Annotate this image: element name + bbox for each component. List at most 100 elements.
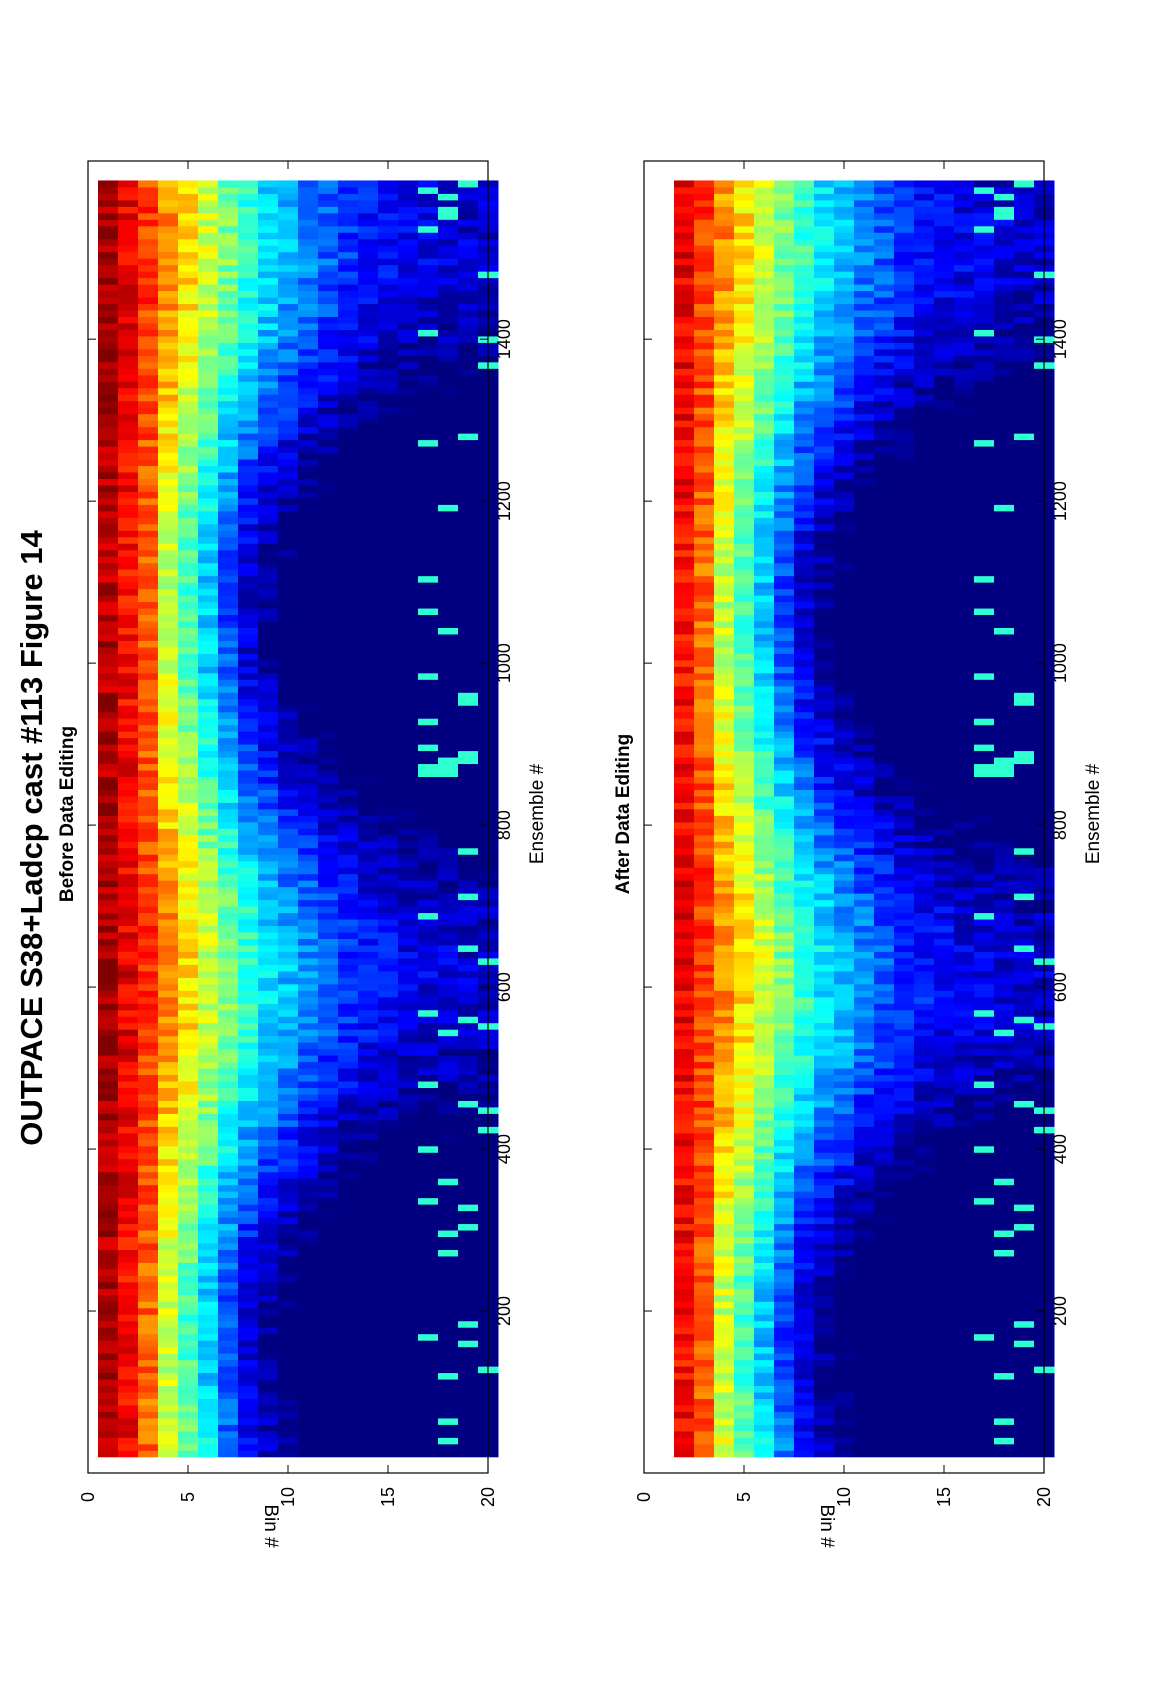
heatmap-cell — [98, 906, 119, 913]
heatmap-cell — [954, 1405, 975, 1412]
heatmap-cell — [694, 1165, 715, 1172]
heatmap-cell — [398, 1075, 419, 1082]
heatmap-cell — [298, 1360, 319, 1367]
heatmap-cell — [258, 388, 279, 395]
heatmap-cell — [358, 530, 379, 537]
heatmap-cell — [358, 1016, 379, 1023]
heatmap-cell — [138, 958, 159, 965]
heatmap-cell — [458, 271, 479, 278]
heatmap-cell — [418, 1139, 439, 1146]
heatmap-cell — [774, 1405, 795, 1412]
heatmap-cell — [378, 401, 399, 408]
heatmap-cell — [338, 485, 359, 492]
heatmap-cell — [158, 1152, 179, 1159]
heatmap-cell — [338, 1120, 359, 1127]
heatmap-cell — [278, 900, 299, 907]
heatmap-cell — [258, 634, 279, 641]
heatmap-cell — [794, 1405, 815, 1412]
heatmap-cell — [458, 1249, 479, 1256]
heatmap-cell — [338, 401, 359, 408]
heatmap-cell — [178, 887, 199, 894]
heatmap-cell — [278, 394, 299, 401]
heatmap-cell — [298, 1411, 319, 1418]
heatmap-cell — [318, 271, 339, 278]
heatmap-cell — [298, 777, 319, 784]
heatmap-cell — [418, 491, 439, 498]
heatmap-cell — [198, 1211, 219, 1218]
heatmap-cell — [258, 1437, 279, 1444]
heatmap-cell — [98, 770, 119, 777]
heatmap-cell — [834, 1139, 855, 1146]
heatmap-cell — [398, 550, 419, 557]
heatmap-cell — [714, 1360, 735, 1367]
heatmap-cell — [118, 712, 139, 719]
heatmap-cell — [98, 1334, 119, 1341]
heatmap-cell — [714, 1139, 735, 1146]
heatmap-cell — [178, 984, 199, 991]
heatmap-cell — [794, 1418, 815, 1425]
heatmap-cell — [754, 1398, 775, 1405]
heatmap-cell — [378, 304, 399, 311]
heatmap-cell — [158, 608, 179, 615]
heatmap-cell — [258, 336, 279, 343]
heatmap-cell — [874, 1204, 895, 1211]
heatmap-cell — [218, 187, 239, 194]
heatmap-cell — [398, 291, 419, 298]
heatmap-cell — [894, 1256, 915, 1263]
heatmap-cell — [178, 926, 199, 933]
heatmap-cell — [894, 1282, 915, 1289]
heatmap-cell — [834, 1217, 855, 1224]
heatmap-cell — [438, 621, 459, 628]
heatmap-cell — [298, 945, 319, 952]
heatmap-cell — [358, 731, 379, 738]
heatmap-cell — [218, 867, 239, 874]
heatmap-cell — [238, 407, 259, 414]
heatmap-cell — [318, 504, 339, 511]
heatmap-cell — [138, 193, 159, 200]
heatmap-cell — [358, 712, 379, 719]
heatmap-cell — [934, 1275, 955, 1282]
heatmap-cell — [258, 1185, 279, 1192]
heatmap-cell — [298, 1230, 319, 1237]
heatmap-cell — [934, 1237, 955, 1244]
heatmap-cell — [358, 1340, 379, 1347]
heatmap-cell — [358, 608, 379, 615]
heatmap-cell — [338, 1249, 359, 1256]
heatmap-cell — [418, 893, 439, 900]
heatmap-cell — [178, 1256, 199, 1263]
heatmap-cell — [674, 1295, 695, 1302]
heatmap-cell — [438, 563, 459, 570]
heatmap-cell — [298, 848, 319, 855]
heatmap-cell — [418, 453, 439, 460]
heatmap-cell — [298, 926, 319, 933]
heatmap-cell — [874, 1185, 895, 1192]
heatmap-cell — [378, 245, 399, 252]
heatmap-cell — [198, 997, 219, 1004]
heatmap-cell — [298, 887, 319, 894]
heatmap-cell — [378, 848, 399, 855]
heatmap-cell — [418, 615, 439, 622]
heatmap-cell — [418, 1003, 439, 1010]
heatmap-cell — [714, 1340, 735, 1347]
heatmap-cell — [1014, 1301, 1035, 1308]
heatmap-cell — [98, 1398, 119, 1405]
heatmap-cell — [438, 187, 459, 194]
heatmap-cell — [98, 1081, 119, 1088]
heatmap-cell — [138, 595, 159, 602]
heatmap-cell — [118, 1295, 139, 1302]
heatmap-cell — [278, 1029, 299, 1036]
heatmap-cell — [298, 764, 319, 771]
heatmap-cell — [318, 1152, 339, 1159]
heatmap-cell — [198, 485, 219, 492]
heatmap-cell — [238, 621, 259, 628]
heatmap-cell — [158, 666, 179, 673]
heatmap-cell — [358, 569, 379, 576]
heatmap-cell — [278, 284, 299, 291]
heatmap-cell — [338, 867, 359, 874]
heatmap-cell — [674, 1444, 695, 1451]
heatmap-cell — [814, 1269, 835, 1276]
heatmap-cell — [298, 1373, 319, 1380]
heatmap-cell — [874, 1256, 895, 1263]
heatmap-cell — [238, 1198, 259, 1205]
heatmap-cell — [418, 485, 439, 492]
